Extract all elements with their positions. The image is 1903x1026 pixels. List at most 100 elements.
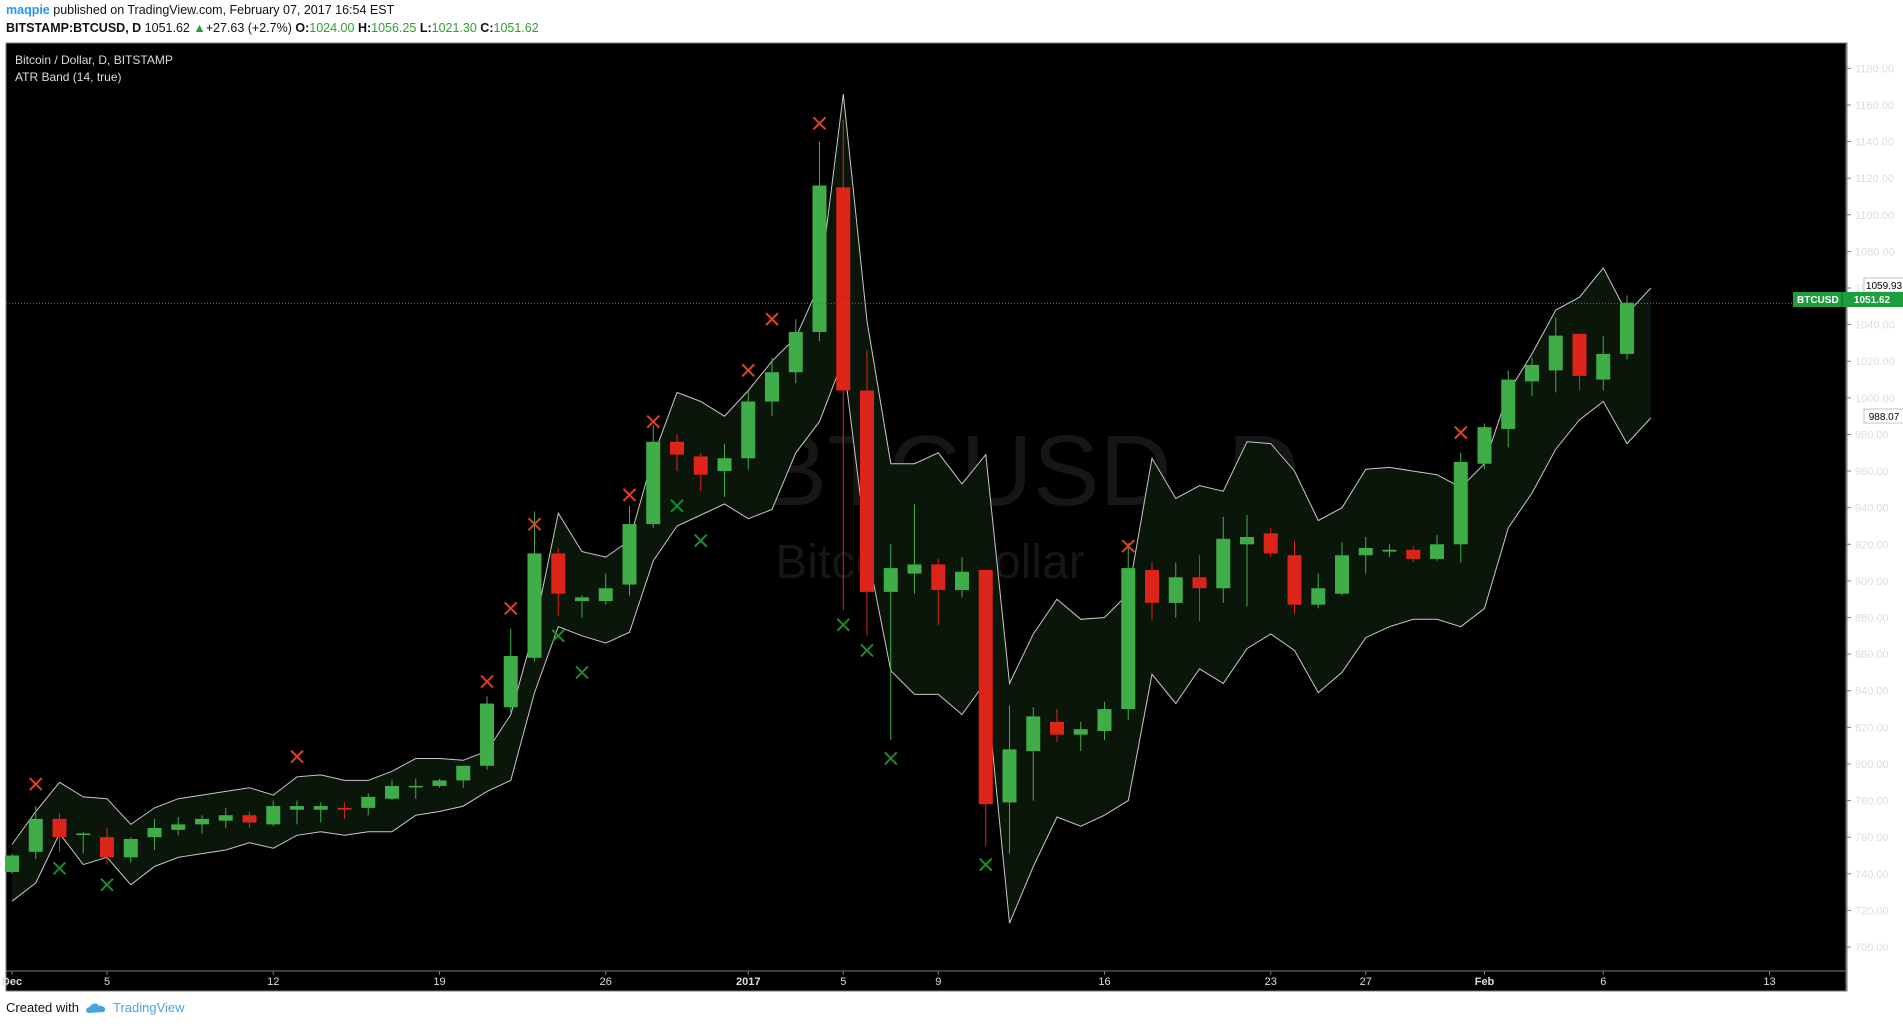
candle-body [860, 390, 874, 592]
author-link[interactable]: maqpie [6, 3, 50, 17]
candle-body [1192, 577, 1207, 589]
price-tick-label: 960.00 [1855, 466, 1889, 478]
high-label: H: [357, 21, 372, 35]
price-axis[interactable]: 700.00 720.00 740.00 760.00 780.00 800.00 820.… [1846, 63, 1895, 954]
candle [147, 818, 162, 850]
candle-body [1263, 533, 1278, 554]
buy-marker-stroke [884, 751, 898, 766]
signal-markers [29, 116, 1468, 892]
buy-marker [551, 629, 565, 643]
candle [5, 853, 19, 874]
candle-body [242, 815, 257, 823]
candle [931, 558, 946, 625]
candle [1097, 701, 1112, 741]
candle [788, 319, 803, 384]
candle [1335, 542, 1349, 596]
candle [575, 595, 589, 618]
candle-body [1287, 555, 1302, 605]
last-price-tag: BTCUSD 1051.62 [1793, 292, 1903, 307]
candle-body [28, 818, 43, 852]
last-price-tag-value: 1051.62 [1854, 295, 1891, 306]
candle [266, 800, 281, 827]
candle-body [551, 553, 566, 594]
buy-marker [884, 751, 898, 766]
candle [527, 511, 542, 662]
candle [385, 780, 399, 801]
last-price-tag-symbol: BTCUSD [1797, 295, 1839, 306]
buy-marker [694, 533, 708, 548]
candle [1596, 335, 1611, 391]
ohlc-header: BITSTAMP:BTCUSD, D 1051.62 ▲+27.63 (+2.7… [6, 21, 539, 35]
candle [337, 802, 352, 819]
price-tick-label: 720.00 [1855, 905, 1889, 917]
candle [551, 547, 566, 616]
candle [1311, 573, 1326, 609]
candle [432, 778, 447, 788]
candle [76, 831, 91, 854]
last-price-tag-bg [1793, 292, 1903, 307]
candle [1026, 707, 1041, 801]
buy-marker-stroke [694, 533, 708, 548]
candle-body [218, 815, 233, 821]
candle-body [1073, 729, 1088, 735]
candle [1430, 535, 1444, 561]
candle-body [1311, 588, 1326, 605]
candle-body [598, 588, 613, 602]
sell-marker [622, 488, 637, 502]
sell-marker-stroke [622, 488, 637, 502]
candle [1548, 317, 1563, 393]
candle [812, 141, 827, 342]
candle-body [123, 839, 138, 858]
candle [1287, 540, 1302, 614]
time-tick-label: 5 [104, 976, 110, 988]
sell-marker-stroke [480, 674, 494, 689]
buy-marker [52, 861, 67, 875]
last-price: 1051.62 [144, 21, 190, 35]
buy-marker-stroke [836, 618, 850, 632]
buy-marker [979, 857, 993, 872]
price-tick-label: 1180.00 [1855, 63, 1894, 75]
candle-body [1121, 568, 1136, 710]
candle [1453, 452, 1468, 563]
sell-marker [1454, 425, 1468, 440]
candle-body [503, 655, 518, 708]
candle [1240, 515, 1254, 607]
chart-canvas[interactable]: BTCUSD, D Bitcoin / Dollar 700.00720.007… [0, 0, 1903, 1000]
upper-band-label: 1059.93 [1863, 277, 1903, 293]
candle-body [432, 780, 447, 786]
close-value: 1051.62 [493, 21, 539, 35]
time-tick-label: 6 [1600, 976, 1606, 988]
candle [361, 793, 376, 816]
sell-marker [480, 674, 494, 689]
candle [52, 813, 67, 852]
buy-marker-stroke [670, 499, 684, 513]
price-tick-label: 900.00 [1855, 576, 1889, 588]
candle-body [266, 806, 281, 825]
buy-marker-stroke [860, 643, 874, 658]
time-axis[interactable]: Dec 5 12 19 26 2017 5 9 16 23 27 Feb 6 13 [2, 971, 1776, 988]
candle [1216, 516, 1231, 603]
candle [1477, 423, 1492, 470]
sell-marker [29, 777, 43, 791]
sell-marker [765, 312, 779, 326]
candle-body [1002, 749, 1017, 803]
price-tick-label: 840.00 [1855, 686, 1889, 698]
time-tick-label: 19 [433, 976, 445, 988]
candles [5, 119, 1634, 874]
buy-marker-stroke [575, 665, 589, 680]
candle [836, 119, 851, 611]
candle-body [978, 569, 993, 805]
tradingview-link[interactable]: TradingView [112, 1000, 185, 1015]
candle-body [1097, 709, 1112, 732]
candle-body [836, 187, 851, 391]
candle [741, 390, 756, 470]
atr-band-upper-line [11, 93, 1652, 845]
lower-band-label-bg [1863, 408, 1903, 424]
buy-marker-stroke [52, 861, 67, 875]
candle [1073, 721, 1088, 752]
candle-body [100, 837, 114, 858]
candle [242, 811, 257, 829]
candle [907, 504, 922, 594]
candle [290, 800, 304, 825]
change-arrow-icon: ▲ [193, 21, 206, 35]
